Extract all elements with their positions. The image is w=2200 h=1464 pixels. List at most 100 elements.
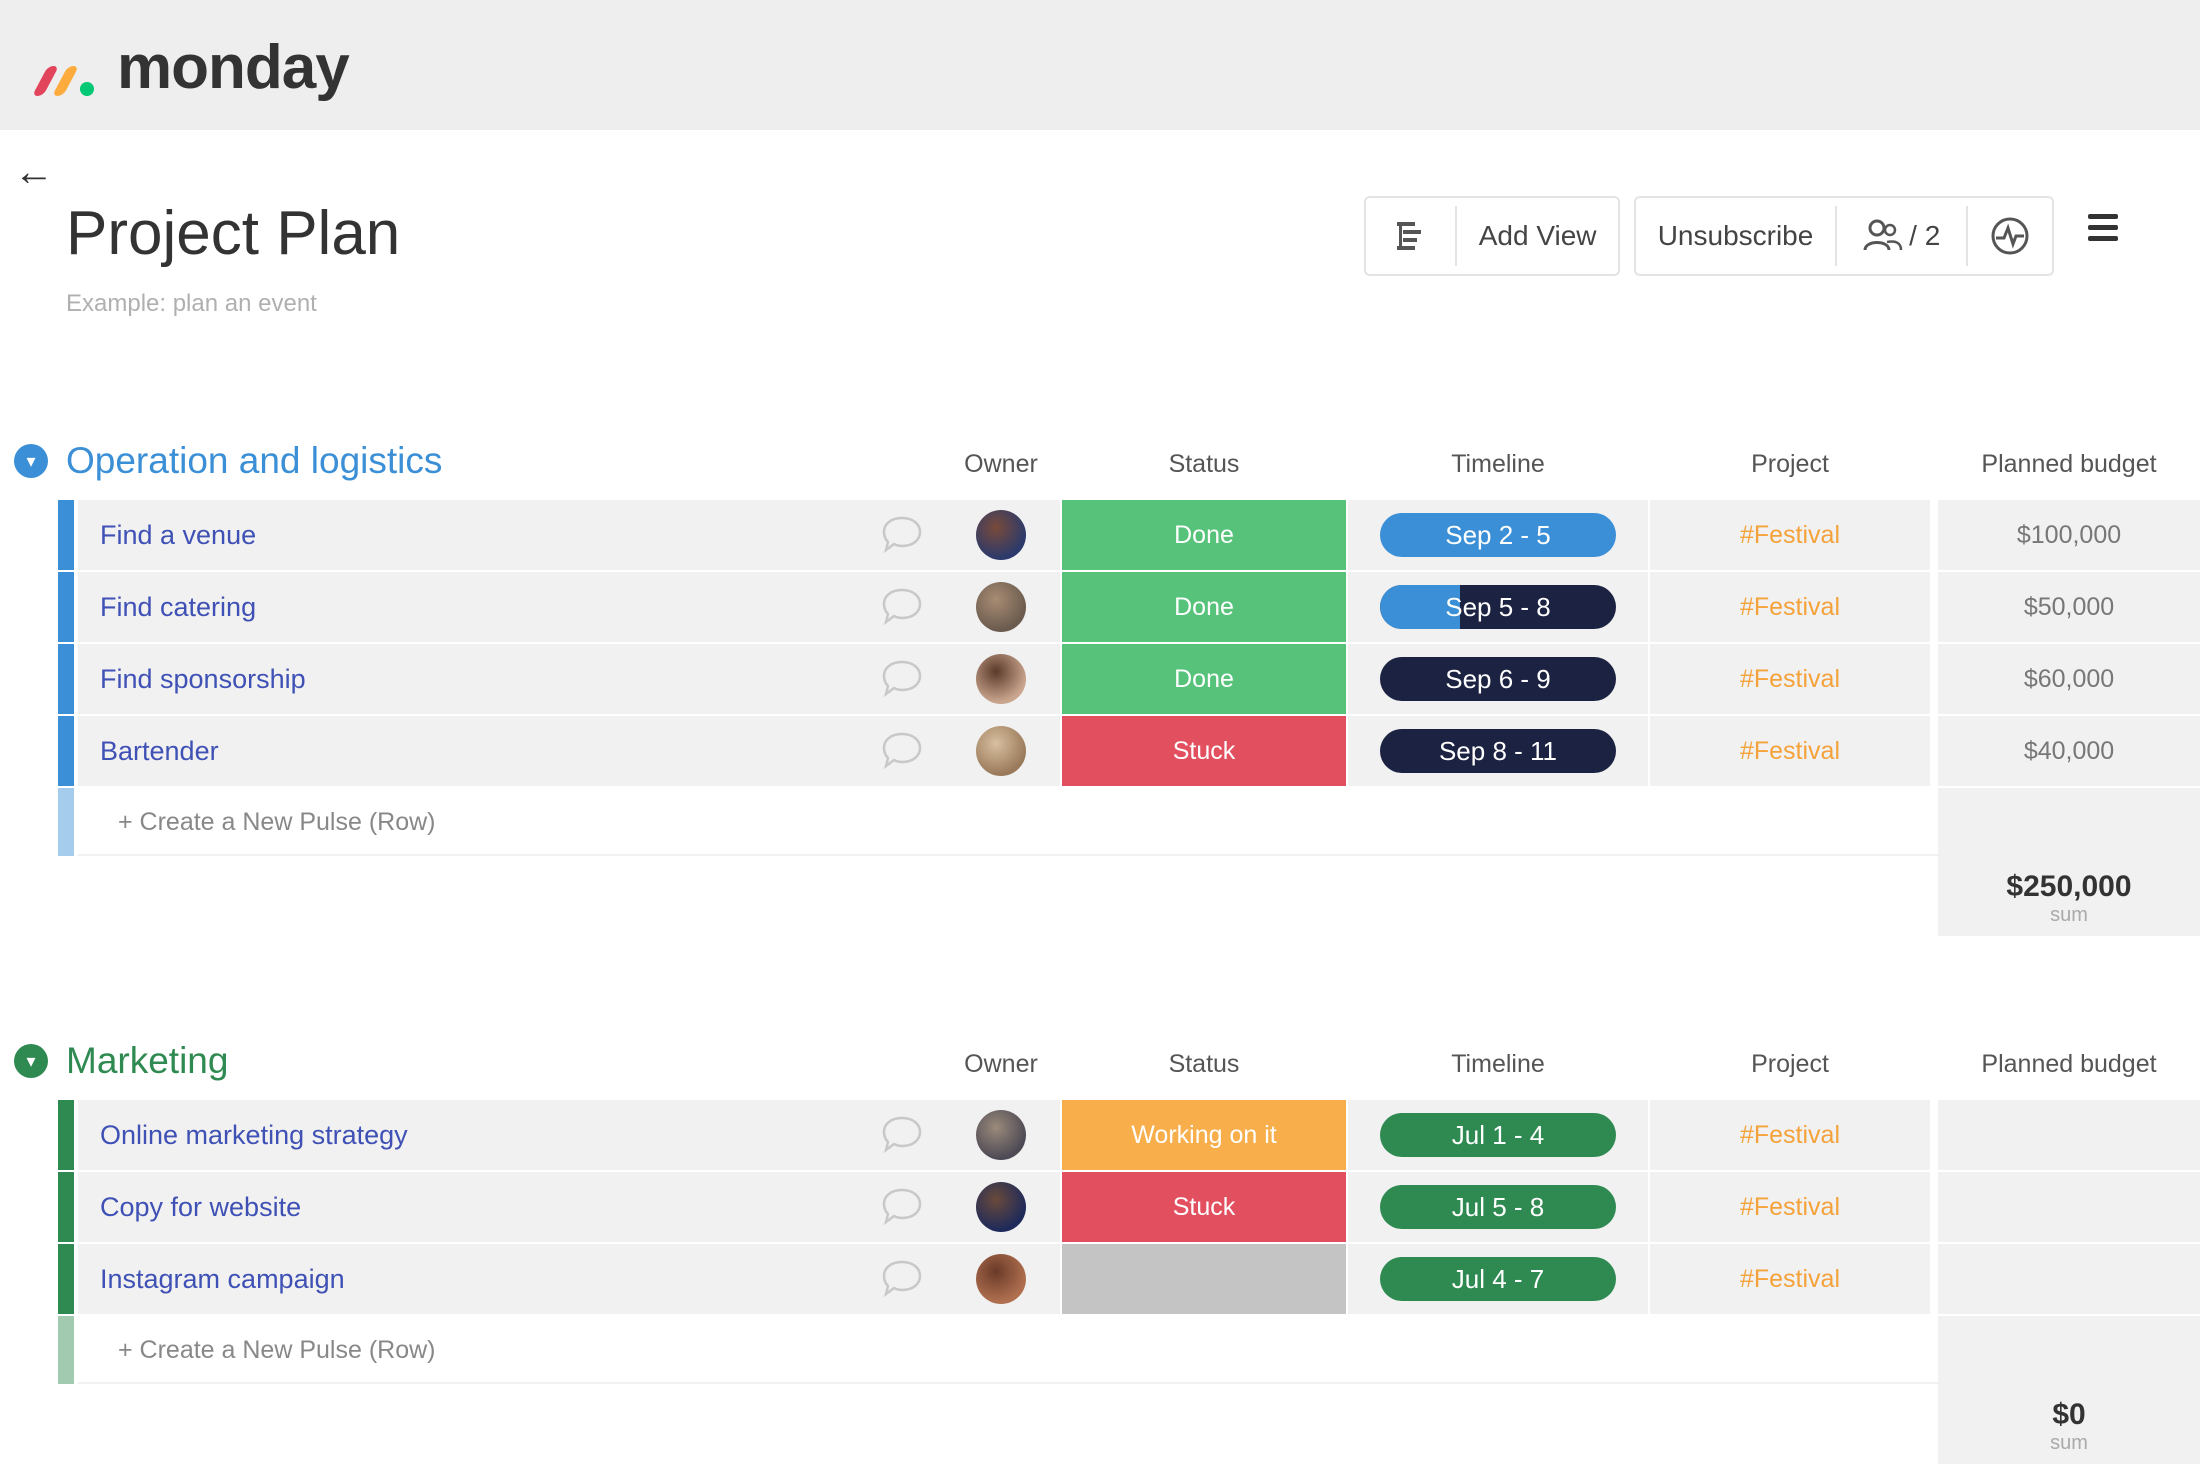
- budget-cell[interactable]: [1938, 1100, 2200, 1170]
- row-name[interactable]: Find sponsorship: [100, 664, 306, 694]
- status-cell[interactable]: Working on it: [1062, 1100, 1346, 1170]
- project-tag[interactable]: #Festival: [1650, 1244, 1930, 1314]
- timeline-pill[interactable]: Sep 8 - 11: [1380, 729, 1616, 773]
- project-tag[interactable]: #Festival: [1650, 1100, 1930, 1170]
- comment-bubble-icon[interactable]: [880, 1114, 924, 1156]
- column-header-project[interactable]: Project: [1751, 450, 1829, 478]
- row-name-cell[interactable]: Find a venue: [78, 500, 998, 570]
- status-cell[interactable]: Done: [1062, 572, 1346, 642]
- create-row-area[interactable]: [78, 788, 1938, 856]
- column-header-budget[interactable]: Planned budget: [1981, 450, 2157, 478]
- status-cell[interactable]: Done: [1062, 644, 1346, 714]
- group-collapse-icon[interactable]: ▾: [14, 444, 48, 478]
- row-name-cell[interactable]: Copy for website: [78, 1172, 998, 1242]
- comment-bubble-icon[interactable]: [880, 730, 924, 772]
- column-header-timeline[interactable]: Timeline: [1451, 450, 1545, 478]
- activity-button[interactable]: [1968, 198, 2052, 274]
- avatar[interactable]: [976, 1254, 1026, 1304]
- status-cell[interactable]: Stuck: [1062, 1172, 1346, 1242]
- page-title[interactable]: Project Plan: [66, 199, 401, 268]
- comment-bubble-icon[interactable]: [880, 586, 924, 628]
- row-color-bar[interactable]: [58, 500, 74, 570]
- row-color-bar[interactable]: [58, 1244, 74, 1314]
- page-subtitle[interactable]: Example: plan an event: [66, 290, 317, 317]
- budget-cell[interactable]: $40,000: [1938, 716, 2200, 786]
- project-tag[interactable]: #Festival: [1650, 500, 1930, 570]
- back-arrow-icon[interactable]: ←: [14, 150, 54, 194]
- create-row-area[interactable]: [78, 1316, 1938, 1384]
- owner-cell[interactable]: [942, 644, 1060, 714]
- budget-cell[interactable]: $60,000: [1938, 644, 2200, 714]
- row-name[interactable]: Find a venue: [100, 520, 257, 550]
- members-button[interactable]: / 2: [1837, 198, 1966, 274]
- project-tag[interactable]: #Festival: [1650, 716, 1930, 786]
- owner-cell[interactable]: [942, 716, 1060, 786]
- column-header-status[interactable]: Status: [1168, 1050, 1240, 1078]
- status-cell[interactable]: [1062, 1244, 1346, 1314]
- owner-cell[interactable]: [942, 1172, 1060, 1242]
- hamburger-menu-icon[interactable]: [2088, 214, 2122, 248]
- project-tag[interactable]: #Festival: [1650, 644, 1930, 714]
- row-color-bar[interactable]: [58, 1100, 74, 1170]
- owner-cell[interactable]: [942, 500, 1060, 570]
- owner-cell[interactable]: [942, 1100, 1060, 1170]
- avatar[interactable]: [976, 510, 1026, 560]
- add-view-button[interactable]: Add View: [1478, 220, 1597, 251]
- row-name-cell[interactable]: Find sponsorship: [78, 644, 998, 714]
- timeline-cell[interactable]: Jul 1 - 4: [1348, 1100, 1648, 1170]
- row-name-cell[interactable]: Instagram campaign: [78, 1244, 998, 1314]
- budget-cell[interactable]: $50,000: [1938, 572, 2200, 642]
- avatar[interactable]: [976, 582, 1026, 632]
- row-name[interactable]: Copy for website: [100, 1192, 302, 1222]
- timeline-pill[interactable]: Sep 6 - 9: [1380, 657, 1616, 701]
- owner-cell[interactable]: [942, 1244, 1060, 1314]
- board-views-button[interactable]: [1366, 198, 1455, 274]
- column-header-project[interactable]: Project: [1751, 1050, 1829, 1078]
- timeline-cell[interactable]: Sep 2 - 5: [1348, 500, 1648, 570]
- create-row-label[interactable]: + Create a New Pulse (Row): [118, 1336, 436, 1364]
- row-name-cell[interactable]: Online marketing strategy: [78, 1100, 998, 1170]
- comment-bubble-icon[interactable]: [880, 1258, 924, 1300]
- timeline-pill[interactable]: Sep 2 - 5: [1380, 513, 1616, 557]
- row-name[interactable]: Find catering: [100, 592, 257, 622]
- row-name-cell[interactable]: Find catering: [78, 572, 998, 642]
- timeline-cell[interactable]: Sep 5 - 8: [1348, 572, 1648, 642]
- timeline-pill[interactable]: Jul 5 - 8: [1380, 1185, 1616, 1229]
- avatar[interactable]: [976, 654, 1026, 704]
- group-title[interactable]: Marketing: [66, 1040, 229, 1081]
- budget-cell[interactable]: $100,000: [1938, 500, 2200, 570]
- comment-bubble-icon[interactable]: [880, 514, 924, 556]
- budget-cell[interactable]: [1938, 1244, 2200, 1314]
- unsubscribe-button[interactable]: Unsubscribe: [1657, 220, 1814, 251]
- group-title[interactable]: Operation and logistics: [66, 440, 443, 481]
- comment-bubble-icon[interactable]: [880, 658, 924, 700]
- status-cell[interactable]: Stuck: [1062, 716, 1346, 786]
- row-color-bar[interactable]: [58, 1172, 74, 1242]
- project-tag[interactable]: #Festival: [1650, 572, 1930, 642]
- timeline-pill[interactable]: Jul 4 - 7: [1380, 1257, 1616, 1301]
- row-color-bar[interactable]: [58, 716, 74, 786]
- column-header-status[interactable]: Status: [1168, 450, 1240, 478]
- avatar[interactable]: [976, 1110, 1026, 1160]
- monday-logo[interactable]: monday: [32, 32, 350, 103]
- timeline-pill[interactable]: Sep 5 - 8: [1380, 585, 1616, 629]
- timeline-cell[interactable]: Sep 6 - 9: [1348, 644, 1648, 714]
- column-header-owner[interactable]: Owner: [964, 450, 1038, 478]
- avatar[interactable]: [976, 1182, 1026, 1232]
- row-name[interactable]: Instagram campaign: [100, 1264, 345, 1294]
- avatar[interactable]: [976, 726, 1026, 776]
- timeline-pill[interactable]: Jul 1 - 4: [1380, 1113, 1616, 1157]
- column-header-budget[interactable]: Planned budget: [1981, 1050, 2157, 1078]
- column-header-owner[interactable]: Owner: [964, 1050, 1038, 1078]
- budget-cell[interactable]: [1938, 1172, 2200, 1242]
- create-new-row[interactable]: + Create a New Pulse (Row): [58, 1316, 1938, 1384]
- group-collapse-icon[interactable]: ▾: [14, 1044, 48, 1078]
- project-tag[interactable]: #Festival: [1650, 1172, 1930, 1242]
- column-header-timeline[interactable]: Timeline: [1451, 1050, 1545, 1078]
- create-new-row[interactable]: + Create a New Pulse (Row): [58, 788, 1938, 856]
- row-name[interactable]: Online marketing strategy: [100, 1120, 408, 1150]
- timeline-cell[interactable]: Jul 5 - 8: [1348, 1172, 1648, 1242]
- timeline-cell[interactable]: Sep 8 - 11: [1348, 716, 1648, 786]
- status-cell[interactable]: Done: [1062, 500, 1346, 570]
- comment-bubble-icon[interactable]: [880, 1186, 924, 1228]
